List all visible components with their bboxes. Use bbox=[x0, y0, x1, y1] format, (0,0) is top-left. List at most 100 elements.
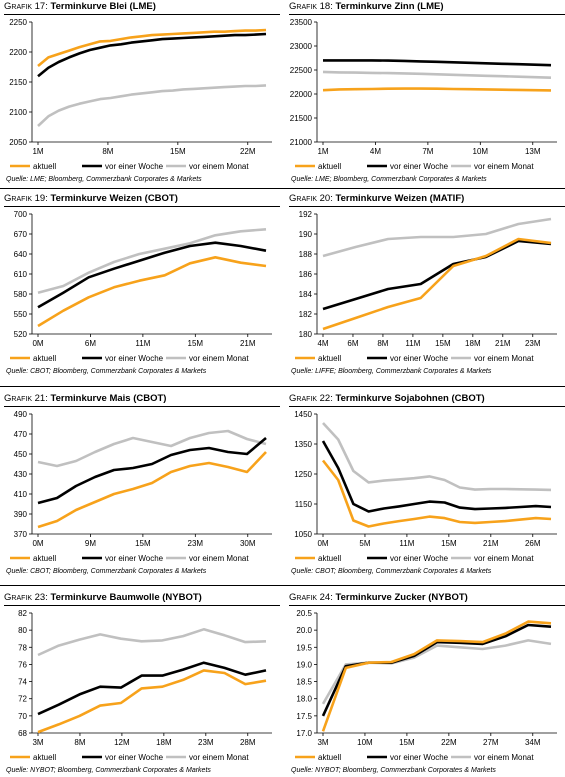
legend-label: vor einem Monat bbox=[189, 753, 249, 762]
y-tick-label: 2250 bbox=[9, 18, 27, 27]
chart-title-text: Terminkurve Blei (LME) bbox=[50, 1, 156, 12]
series-line-aktuell bbox=[37, 451, 267, 529]
series-line-aktuell bbox=[37, 255, 267, 328]
x-tick-label: 12M bbox=[114, 738, 130, 747]
chart-number: Grafik 17: bbox=[4, 1, 48, 12]
chart-number: Grafik 23: bbox=[4, 592, 48, 603]
series-line-aktuell bbox=[322, 87, 552, 92]
chart-number: Grafik 18: bbox=[289, 1, 333, 12]
x-tick-label: 23M bbox=[188, 539, 204, 548]
x-tick-label: 11M bbox=[405, 339, 420, 348]
x-tick-label: 30M bbox=[240, 539, 256, 548]
y-tick-label: 22500 bbox=[290, 66, 313, 75]
x-tick-label: 10M bbox=[473, 147, 489, 156]
series-line-vor-einer-woche bbox=[37, 437, 267, 505]
chart-number: Grafik 22: bbox=[289, 393, 333, 404]
line-chart: 180 182 184 186 188 190 192 4M 6M 8M 11M 15M 18M 21M 2… bbox=[295, 210, 557, 363]
y-tick-label: 23500 bbox=[290, 18, 313, 27]
chart-panel: Grafik 18: Terminkurve Zinn (LME) 21000 21… bbox=[289, 0, 565, 186]
y-tick-label: 450 bbox=[14, 450, 28, 459]
y-tick-label: 23000 bbox=[290, 42, 313, 51]
legend-label: vor einem Monat bbox=[189, 554, 249, 563]
series-line-vor-einem-monat bbox=[322, 422, 552, 492]
y-tick-label: 80 bbox=[18, 626, 27, 635]
y-tick-label: 20.0 bbox=[296, 626, 312, 635]
chart-panel: Grafik 17: Terminkurve Blei (LME) 2050 210… bbox=[4, 0, 280, 186]
chart-title-text: Terminkurve Weizen (CBOT) bbox=[50, 193, 178, 204]
series-line-aktuell bbox=[322, 237, 552, 331]
y-tick-label: 390 bbox=[14, 510, 28, 519]
x-tick-label: 11M bbox=[135, 339, 150, 348]
x-tick-label: 3M bbox=[317, 738, 328, 747]
x-tick-label: 7M bbox=[422, 147, 433, 156]
y-tick-label: 78 bbox=[18, 643, 27, 652]
x-tick-label: 15M bbox=[188, 339, 204, 348]
series-line-vor-einer-woche bbox=[322, 239, 552, 311]
legend-label: aktuell bbox=[33, 162, 56, 171]
line-chart: 68 70 72 74 76 78 80 82 3M 8M 12M 18M 23M 28M aktuell v… bbox=[10, 609, 272, 762]
legend-label: aktuell bbox=[318, 162, 341, 171]
y-tick-label: 192 bbox=[299, 210, 313, 219]
y-tick-label: 580 bbox=[14, 290, 28, 299]
legend-label: aktuell bbox=[318, 354, 341, 363]
x-tick-label: 23M bbox=[525, 339, 541, 348]
series-line-vor-einem-monat bbox=[37, 84, 267, 127]
series-line-vor-einer-woche bbox=[321, 623, 552, 717]
legend-label: aktuell bbox=[318, 753, 341, 762]
chart-number: Grafik 21: bbox=[4, 393, 48, 404]
x-tick-label: 6M bbox=[85, 339, 96, 348]
x-tick-label: 21M bbox=[483, 539, 499, 548]
chart-number: Grafik 24: bbox=[289, 592, 333, 603]
x-tick-label: 15M bbox=[170, 147, 186, 156]
x-tick-label: 27M bbox=[483, 738, 499, 747]
legend-label: aktuell bbox=[33, 354, 56, 363]
chart-title-text: Terminkurve Zucker (NYBOT) bbox=[335, 592, 468, 603]
chart-source: Quelle: LME; Bloomberg, Commerzbank Corp… bbox=[6, 176, 202, 183]
series-line-vor-einem-monat bbox=[321, 639, 552, 705]
y-tick-label: 74 bbox=[18, 678, 27, 687]
y-tick-label: 2100 bbox=[9, 108, 27, 117]
y-tick-label: 17.5 bbox=[296, 712, 312, 721]
x-tick-label: 4M bbox=[370, 147, 381, 156]
chart-title-text: Terminkurve Weizen (MATIF) bbox=[335, 193, 465, 204]
y-tick-label: 2200 bbox=[9, 48, 27, 57]
y-tick-label: 550 bbox=[14, 310, 28, 319]
y-tick-label: 700 bbox=[14, 210, 28, 219]
series-line-aktuell bbox=[37, 669, 267, 734]
y-tick-label: 1250 bbox=[294, 470, 312, 479]
x-tick-label: 8M bbox=[74, 738, 85, 747]
x-tick-label: 18M bbox=[465, 339, 481, 348]
y-tick-label: 670 bbox=[14, 230, 28, 239]
chart-source: Quelle: CBOT; Bloomberg, Commerzbank Cor… bbox=[6, 568, 207, 575]
chart-title: Grafik 21: Terminkurve Mais (CBOT) bbox=[4, 392, 280, 407]
x-tick-label: 0M bbox=[32, 339, 43, 348]
y-tick-label: 410 bbox=[14, 490, 28, 499]
x-tick-label: 23M bbox=[198, 738, 214, 747]
x-tick-label: 5M bbox=[359, 539, 370, 548]
x-tick-label: 1M bbox=[32, 147, 43, 156]
y-tick-label: 1350 bbox=[294, 440, 312, 449]
chart-panel: Grafik 23: Terminkurve Baumwolle (NYBOT)… bbox=[4, 591, 280, 777]
series-line-aktuell bbox=[321, 459, 552, 528]
legend-label: vor einem Monat bbox=[474, 554, 534, 563]
y-tick-label: 430 bbox=[14, 470, 28, 479]
chart-title: Grafik 23: Terminkurve Baumwolle (NYBOT) bbox=[4, 591, 280, 606]
section-divider bbox=[0, 585, 565, 586]
y-tick-label: 22000 bbox=[290, 90, 313, 99]
chart-title-text: Terminkurve Zinn (LME) bbox=[335, 1, 444, 12]
y-tick-label: 182 bbox=[299, 310, 313, 319]
x-tick-label: 22M bbox=[240, 147, 256, 156]
chart-source: Quelle: CBOT; Bloomberg, Commerzbank Cor… bbox=[6, 368, 207, 375]
x-tick-label: 15M bbox=[435, 339, 451, 348]
series-line-vor-einem-monat bbox=[37, 627, 267, 657]
y-tick-label: 18.0 bbox=[296, 695, 312, 704]
section-divider bbox=[0, 386, 565, 387]
line-chart: 520 550 580 610 640 670 700 0M 6M 11M 15M 21M aktuel… bbox=[10, 210, 272, 363]
legend-label: vor einer Woche bbox=[390, 554, 449, 563]
series-line-vor-einem-monat bbox=[322, 217, 552, 258]
y-tick-label: 190 bbox=[299, 230, 313, 239]
x-tick-label: 22M bbox=[441, 738, 457, 747]
legend-label: vor einer Woche bbox=[390, 354, 449, 363]
chart-title-text: Terminkurve Sojabohnen (CBOT) bbox=[335, 393, 485, 404]
x-tick-label: 21M bbox=[240, 339, 256, 348]
